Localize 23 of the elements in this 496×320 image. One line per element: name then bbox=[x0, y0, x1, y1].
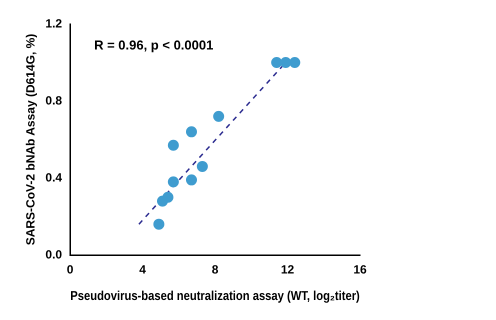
x-tick-label: 8 bbox=[212, 262, 219, 277]
x-tick-label: 16 bbox=[353, 262, 367, 277]
point bbox=[168, 176, 179, 188]
y-axis-title: SARS-CoV-2 bNAb Assay (D614G, %) bbox=[24, 34, 38, 246]
y-tick-label: 0.8 bbox=[45, 93, 62, 108]
x-tick-label: 0 bbox=[66, 262, 74, 277]
point bbox=[213, 110, 224, 122]
point bbox=[271, 57, 282, 68]
point bbox=[196, 160, 208, 172]
point bbox=[156, 196, 168, 207]
y-tick-label: 1.2 bbox=[45, 16, 62, 30]
point bbox=[153, 218, 164, 230]
point bbox=[280, 57, 292, 68]
point bbox=[186, 126, 197, 138]
y-tick-label: 0.0 bbox=[45, 247, 62, 262]
x-axis-title: Pseudovirus-based neutralization assay (WT, log₂titer) bbox=[70, 288, 360, 303]
point bbox=[186, 174, 197, 186]
x-tick-label: 4 bbox=[139, 262, 146, 277]
annotation: R = 0.96, p < 0.0001 bbox=[94, 38, 214, 53]
y-tick-label: 0.4 bbox=[45, 170, 62, 184]
point bbox=[289, 57, 300, 68]
point bbox=[168, 140, 179, 151]
x-tick-label: 12 bbox=[280, 262, 295, 277]
